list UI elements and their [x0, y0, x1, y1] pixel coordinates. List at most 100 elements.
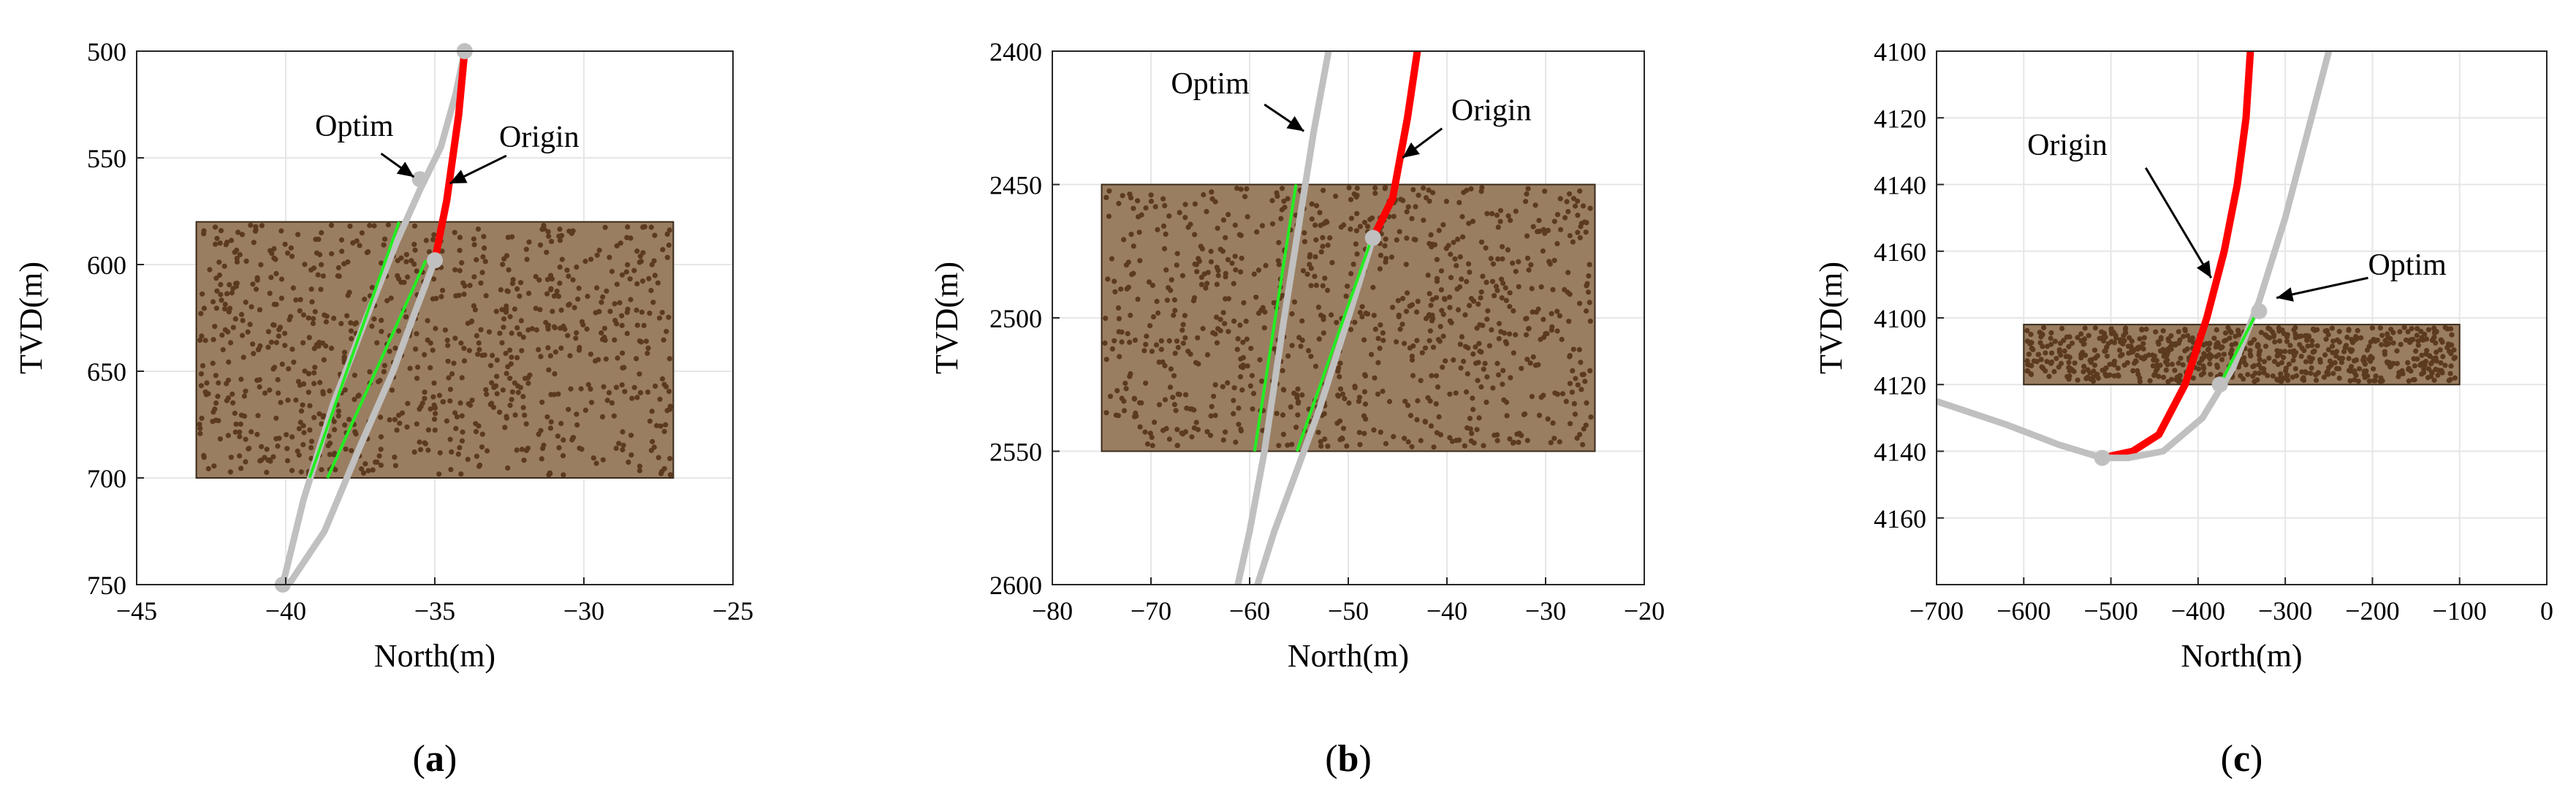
formation-dot	[1295, 412, 1301, 418]
formation-dot	[1554, 240, 1560, 247]
formation-dot	[1483, 399, 1489, 406]
y-tick-label: 4140	[1874, 438, 1926, 467]
formation-dot	[459, 375, 465, 381]
formation-dot	[217, 436, 223, 442]
formation-dot	[428, 406, 433, 412]
formation-dot	[2327, 358, 2333, 364]
formation-dot	[1521, 411, 1527, 417]
formation-dot	[237, 453, 243, 459]
marker-1	[411, 171, 428, 188]
formation-dot	[2313, 377, 2319, 384]
formation-dot	[1194, 269, 1200, 275]
formation-dot	[588, 400, 595, 406]
formation-dot	[480, 254, 486, 260]
formation-dot	[474, 332, 480, 338]
formation-dot	[1501, 397, 1507, 403]
formation-dot	[374, 340, 380, 346]
formation-dot	[367, 222, 373, 229]
formation-dot	[1386, 398, 1393, 405]
formation-dot	[290, 285, 296, 291]
formation-dot	[311, 414, 317, 421]
formation-dot	[544, 249, 550, 255]
formation-dot	[1236, 405, 1242, 411]
formation-dot	[1525, 186, 1531, 191]
formation-dot	[2412, 363, 2417, 369]
formation-dot	[1199, 246, 1205, 252]
formation-dot	[1427, 328, 1433, 334]
formation-dot	[2379, 378, 2385, 384]
formation-dot	[1109, 256, 1114, 262]
formation-dot	[1504, 341, 1510, 346]
formation-dot	[459, 413, 465, 419]
formation-dot	[2308, 370, 2314, 376]
formation-dot	[2115, 372, 2121, 378]
formation-dot	[1447, 391, 1453, 397]
formation-dot	[661, 466, 667, 471]
formation-dot	[1362, 401, 1369, 407]
formation-dot	[1500, 256, 1505, 262]
formation-dot	[257, 343, 263, 349]
formation-dot	[469, 318, 475, 324]
formation-dot	[2104, 353, 2110, 359]
formation-dot	[255, 413, 261, 419]
formation-dot	[1476, 341, 1482, 346]
formation-dot	[229, 290, 235, 296]
formation-dot	[2433, 366, 2439, 372]
formation-dot	[224, 240, 230, 246]
formation-dot	[2283, 365, 2289, 371]
formation-dot	[1348, 197, 1354, 202]
formation-dot	[1494, 360, 1500, 366]
formation-dot	[539, 456, 544, 462]
formation-dot	[2326, 365, 2332, 370]
formation-dot	[1174, 442, 1180, 449]
formation-dot	[1428, 423, 1435, 429]
formation-dot	[494, 357, 500, 363]
formation-dot	[476, 340, 482, 346]
formation-dot	[362, 461, 368, 467]
formation-dot	[2151, 372, 2157, 379]
formation-dot	[1468, 295, 1474, 302]
formation-dot	[1274, 411, 1280, 417]
formation-dot	[2040, 343, 2045, 349]
formation-dot	[561, 437, 566, 443]
formation-dot	[1464, 389, 1470, 395]
formation-dot	[1232, 222, 1238, 228]
formation-dot	[1188, 221, 1193, 227]
formation-dot	[1558, 227, 1564, 232]
formation-dot	[466, 348, 473, 354]
formation-dot	[1529, 286, 1535, 292]
formation-dot	[526, 239, 532, 245]
x-tick-label: −30	[1525, 596, 1566, 626]
formation-dot	[1431, 444, 1437, 450]
formation-dot	[640, 224, 646, 230]
formation-dot	[2036, 352, 2042, 357]
formation-dot	[1414, 417, 1420, 423]
formation-dot	[2100, 338, 2107, 343]
formation-dot	[650, 438, 656, 444]
formation-dot	[1231, 281, 1236, 286]
formation-dot	[637, 338, 643, 344]
formation-dot	[2361, 368, 2367, 374]
formation-dot	[1371, 313, 1377, 319]
formation-dot	[242, 413, 248, 419]
formation-dot	[308, 445, 314, 451]
formation-dot	[471, 242, 477, 248]
formation-dot	[284, 446, 290, 452]
formation-dot	[425, 337, 430, 343]
formation-dot	[1462, 443, 1467, 449]
formation-dot	[1222, 321, 1228, 327]
formation-dot	[661, 337, 666, 343]
formation-dot	[565, 332, 571, 338]
formation-dot	[275, 377, 281, 383]
formation-dot	[551, 392, 557, 398]
formation-dot	[618, 240, 623, 246]
formation-dot	[259, 444, 265, 449]
formation-dot	[494, 373, 500, 379]
formation-dot	[1481, 443, 1486, 449]
formation-dot	[2369, 325, 2375, 331]
formation-dot	[379, 329, 384, 335]
formation-dot	[1348, 227, 1353, 232]
formation-dot	[437, 450, 443, 456]
formation-dot	[1152, 204, 1158, 210]
formation-dot	[1106, 213, 1112, 219]
